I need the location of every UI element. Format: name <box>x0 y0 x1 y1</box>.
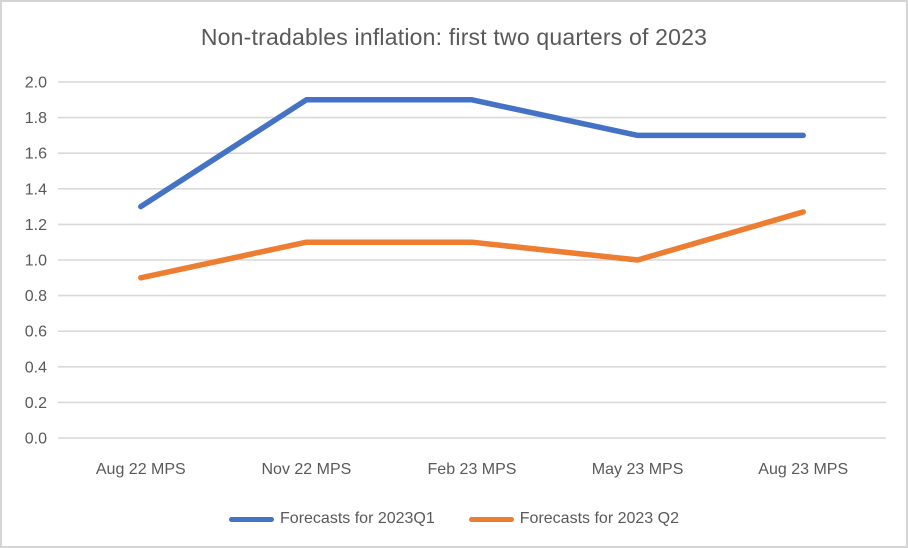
y-axis-tick-label: 1.8 <box>25 110 47 127</box>
y-axis-tick-label: 0.4 <box>25 359 47 376</box>
x-axis-tick-label: Nov 22 MPS <box>261 461 351 478</box>
legend-label-q1: Forecasts for 2023Q1 <box>280 510 435 527</box>
chart-title: Non-tradables inflation: first two quart… <box>200 24 708 50</box>
x-axis-tick-label: Feb 23 MPS <box>428 461 517 478</box>
y-axis-tick-label: 1.0 <box>25 253 47 270</box>
y-axis-tick-label: 1.4 <box>25 181 47 198</box>
legend-label-q2: Forecasts for 2023 Q2 <box>519 510 679 527</box>
chart-legend: Forecasts for 2023Q1 Forecasts for 2023 … <box>2 510 906 528</box>
x-axis-tick-label: Aug 22 MPS <box>96 461 186 478</box>
series-line-1 <box>138 97 806 210</box>
series-line-2 <box>138 209 806 281</box>
x-axis-tick-label: Aug 23 MPS <box>758 461 848 478</box>
legend-marker-q1-line-icon <box>229 516 275 522</box>
legend-marker-q2-line-icon <box>468 516 514 522</box>
y-axis-tick-label: 0.6 <box>25 324 47 341</box>
y-axis-tick-label: 0.0 <box>25 431 47 448</box>
y-axis-tick-label: 1.6 <box>25 146 47 163</box>
y-axis-tick-label: 1.2 <box>25 217 47 234</box>
y-axis-tick-label: 0.8 <box>25 288 47 305</box>
y-axis-tick-label: 0.2 <box>25 395 47 412</box>
legend-item-q2: Forecasts for 2023 Q2 <box>468 510 679 528</box>
x-axis-tick-label: May 23 MPS <box>592 461 684 478</box>
y-axis-tick-label: 2.0 <box>25 75 47 92</box>
legend-item-q1: Forecasts for 2023Q1 <box>229 510 435 528</box>
